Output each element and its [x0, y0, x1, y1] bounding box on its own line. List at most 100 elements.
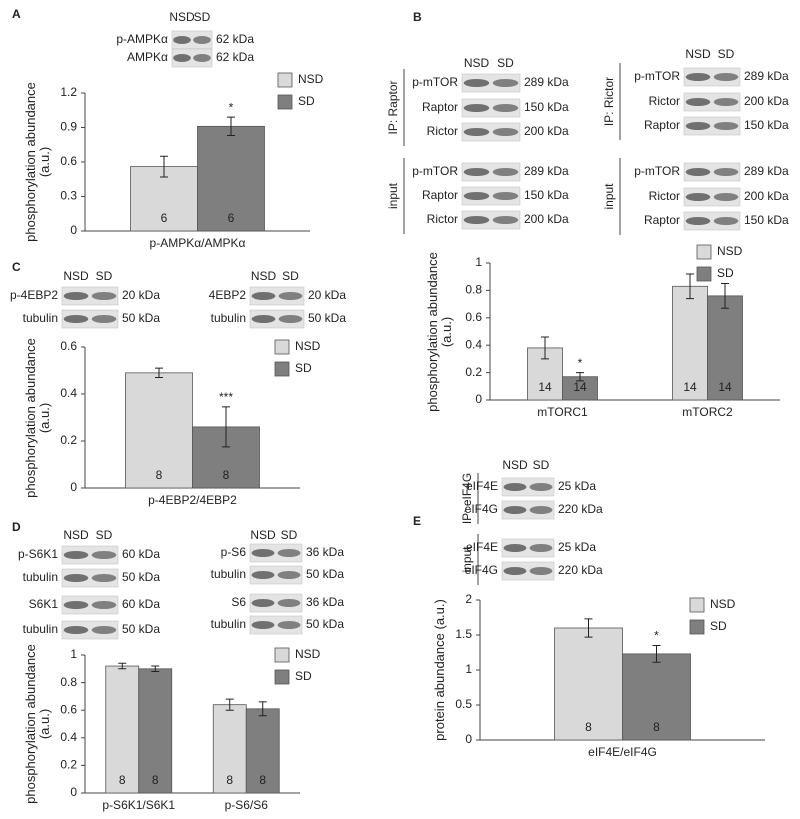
y-axis-title: phosphorylation abundance (a.u.): [23, 337, 52, 498]
sample-size: 8: [156, 468, 163, 482]
y-axis-title: phosphorylation abundance (a.u.): [23, 82, 52, 242]
blot-band: [713, 217, 739, 225]
molecular-weight: 50 kDa: [122, 570, 160, 584]
panel-label: A: [12, 7, 21, 21]
blot-band: [251, 315, 276, 323]
lane-label: SD: [282, 269, 299, 283]
protein-name: tubulin: [23, 622, 58, 636]
section-label: IP: eIF4G: [460, 473, 474, 524]
legend-swatch: [277, 94, 293, 110]
legend-label: SD: [298, 94, 315, 108]
y-tick-label: 0: [70, 785, 77, 799]
y-tick-label: 0.9: [60, 120, 77, 134]
blot-band: [492, 216, 519, 224]
legend-label: NSD: [298, 72, 324, 86]
y-tick-label: 0.5: [455, 697, 472, 711]
molecular-weight: 20 kDa: [122, 288, 160, 302]
y-tick-label: 0: [70, 480, 77, 494]
lane-label: NSD: [169, 10, 195, 24]
y-axis-title: phosphorylation abundance (a.u.): [23, 644, 52, 804]
blot-band: [251, 621, 275, 629]
sample-size: 8: [259, 773, 266, 787]
molecular-weight: 200 kDa: [744, 94, 789, 108]
blot-strip: [61, 545, 119, 565]
blot-band: [91, 626, 117, 634]
error-bar: [227, 116, 235, 137]
legend-label: NSD: [710, 597, 736, 611]
bar: [105, 665, 140, 794]
blot-band: [63, 626, 89, 634]
lane-label: SD: [194, 10, 211, 24]
protein-name: p-mTOR: [634, 69, 680, 83]
molecular-weight: 25 kDa: [558, 479, 596, 493]
blot-band: [685, 168, 711, 176]
blot-band: [492, 192, 519, 200]
protein-name: eIF4E: [466, 479, 498, 493]
significance: ***: [219, 390, 233, 404]
error-bar: [151, 665, 160, 673]
y-tick-label: 0.6: [60, 339, 77, 353]
sample-size: 8: [585, 720, 592, 734]
blot-band: [277, 549, 301, 557]
x-tick-label: p-4EBP2/4EBP2: [148, 493, 237, 507]
blot-strip: [683, 116, 741, 136]
protein-name: tubulin: [211, 617, 246, 631]
y-tick-label: 0: [465, 732, 472, 746]
protein-name: p-S6K1: [18, 547, 58, 561]
molecular-weight: 150 kDa: [524, 100, 569, 114]
blot-band: [463, 192, 490, 200]
panel-label: C: [12, 260, 21, 274]
y-tick-label: 0: [475, 392, 482, 406]
sample-size: 6: [161, 211, 168, 225]
section-label-group: IP: Rictor: [602, 77, 616, 126]
section-label: IP: Raptor: [386, 80, 400, 134]
y-tick-label: 0.4: [60, 386, 77, 400]
molecular-weight: 150 kDa: [744, 118, 789, 132]
y-tick-label: 1: [475, 255, 482, 269]
blot-band: [492, 168, 519, 176]
y-tick-label: 0.6: [465, 310, 482, 324]
panel-label: B: [413, 10, 422, 24]
panel-label: E: [413, 514, 421, 528]
blot-band: [91, 574, 117, 582]
error-bar: [222, 406, 230, 448]
protein-name: AMPKα: [127, 50, 168, 64]
legend-label: SD: [295, 669, 312, 683]
blot-band: [63, 601, 89, 609]
blot-band: [713, 73, 739, 81]
blot-band: [685, 217, 711, 225]
blot-band: [529, 483, 553, 491]
blot-band: [492, 79, 519, 87]
blot-strip: [683, 162, 741, 182]
y-tick-label: 0.8: [60, 675, 77, 689]
blot-band: [193, 36, 211, 44]
legend-label: NSD: [295, 339, 321, 353]
lane-label: SD: [281, 528, 298, 542]
x-tick-label: p-S6K1/S6K1: [102, 798, 175, 812]
molecular-weight: 60 kDa: [122, 547, 160, 561]
blot-strip: [683, 92, 741, 112]
molecular-weight: 60 kDa: [122, 597, 160, 611]
protein-name: Rictor: [649, 189, 680, 203]
error-bar: [652, 645, 661, 663]
bar: [622, 653, 691, 741]
blot-strip: [249, 593, 303, 613]
legend-swatch: [696, 266, 712, 282]
section-label: input: [386, 182, 400, 209]
legend-label: NSD: [717, 244, 743, 258]
molecular-weight: 150 kDa: [524, 188, 569, 202]
error-bar: [686, 273, 694, 300]
blot-band: [278, 315, 303, 323]
molecular-weight: 50 kDa: [306, 617, 344, 631]
blot-band: [713, 98, 739, 106]
section-label: input: [602, 183, 616, 210]
sample-size: 6: [228, 211, 235, 225]
blot-strip: [249, 615, 303, 635]
section-label-group: input: [386, 182, 400, 209]
lane-label: NSD: [685, 47, 711, 61]
blot-band: [685, 122, 711, 130]
blot-band: [173, 36, 191, 44]
blot-band: [277, 599, 301, 607]
legend-swatch: [696, 244, 712, 260]
bar: [672, 285, 708, 401]
